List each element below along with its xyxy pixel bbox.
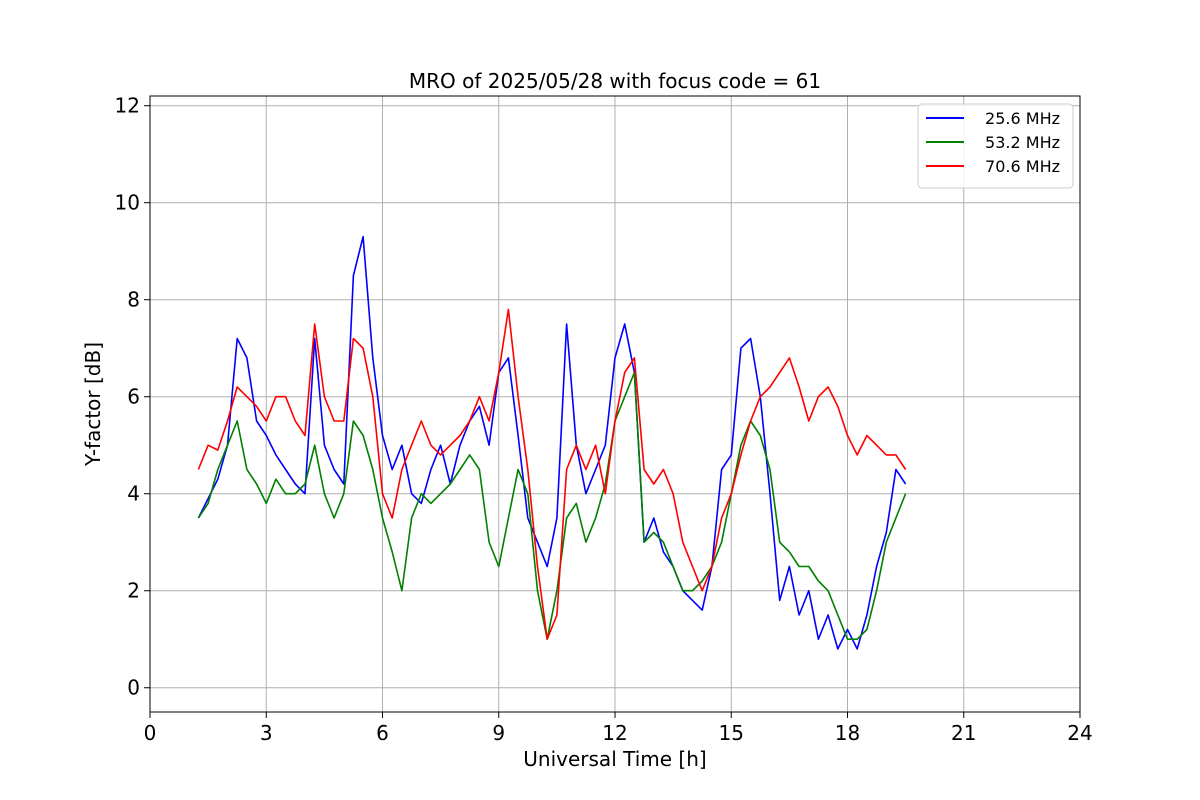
x-tick-label: 0 [144,721,157,745]
legend-label: 70.6 MHz [985,157,1060,176]
y-tick-label: 4 [127,482,140,506]
x-tick-label: 21 [951,721,976,745]
y-axis-label: Y-factor [dB] [81,342,105,467]
y-tick-label: 12 [115,94,140,118]
series-line-70-6-mhz [197,308,907,641]
x-tick-label: 9 [492,721,505,745]
y-tick-label: 10 [115,191,140,215]
y-ticks: 0 2 4 6 8 10 12 [115,94,150,700]
series-line-53-2-mhz [197,371,907,641]
x-tick-label: 24 [1067,721,1092,745]
chart-title: MRO of 2025/05/28 with focus code = 61 [409,69,821,93]
legend: 25.6 MHz 53.2 MHz 70.6 MHz [917,103,1074,189]
x-tick-label: 6 [376,721,389,745]
x-ticks: 0 3 6 9 12 15 18 21 24 [144,712,1093,745]
y-tick-label: 2 [127,579,140,603]
y-tick-label: 6 [127,385,140,409]
y-tick-label: 8 [127,288,140,312]
x-axis-label: Universal Time [h] [523,747,706,771]
series-layer [197,235,907,650]
legend-label: 25.6 MHz [985,109,1060,128]
x-tick-label: 15 [719,721,744,745]
x-tick-label: 18 [835,721,860,745]
x-tick-label: 3 [260,721,273,745]
series-line-25-6-mhz [197,235,907,650]
x-tick-label: 12 [602,721,627,745]
legend-label: 53.2 MHz [985,133,1060,152]
y-tick-label: 0 [127,676,140,700]
